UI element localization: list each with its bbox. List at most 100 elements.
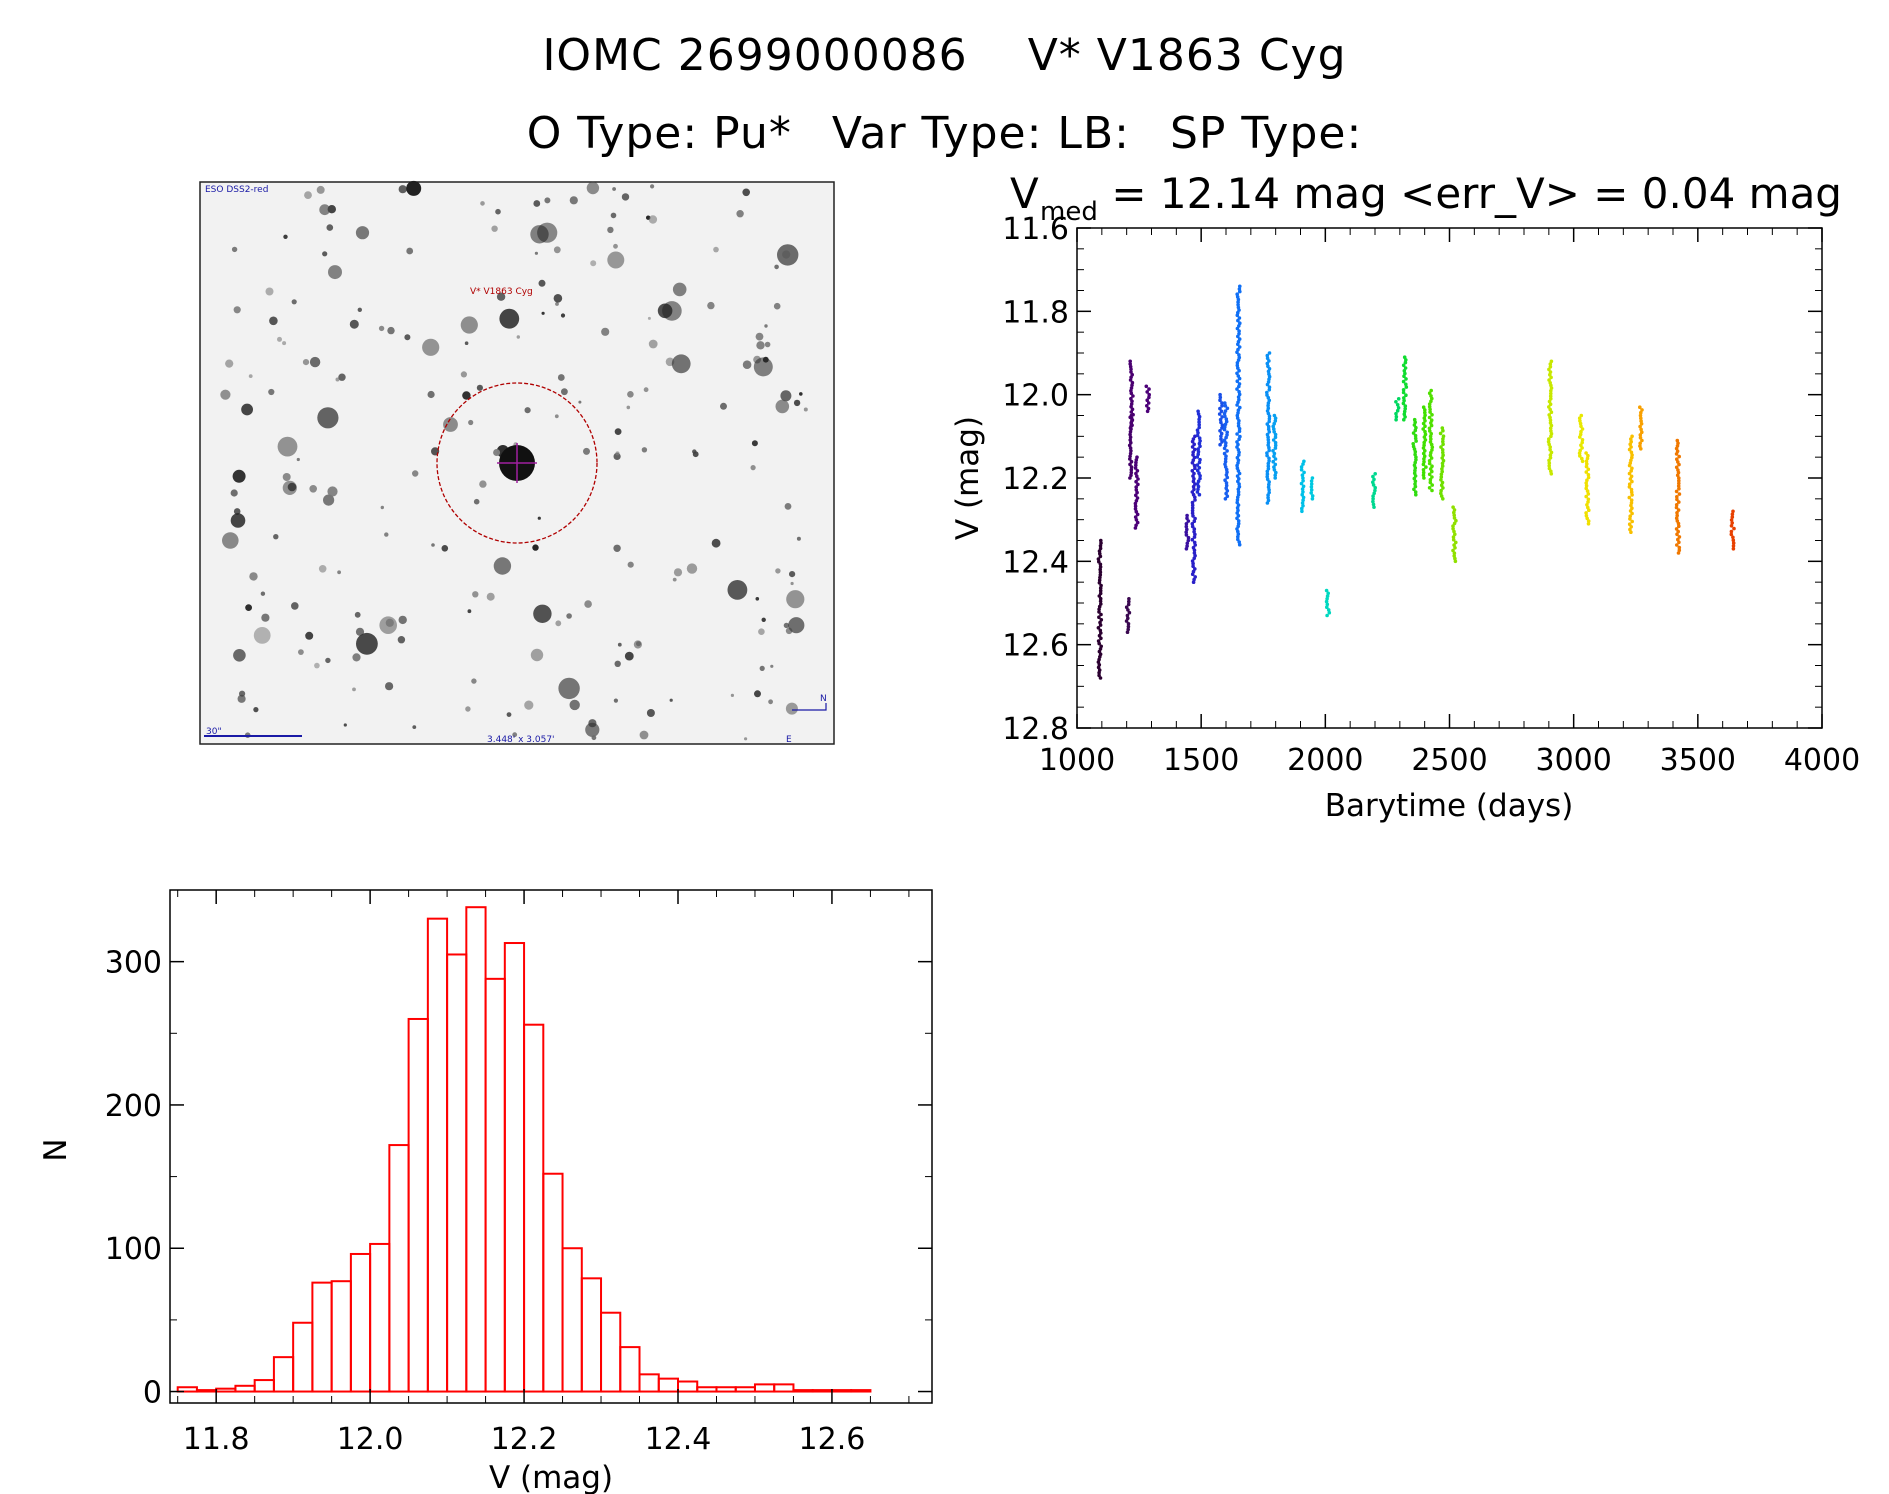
star <box>506 712 512 717</box>
page-title: IOMC 2699000086 V* V1863 Cyg <box>0 30 1889 81</box>
lc-point <box>1638 441 1642 446</box>
star <box>460 316 478 334</box>
hist-bar <box>753 1383 776 1393</box>
lc-title-sub: med <box>1040 197 1098 227</box>
star <box>773 302 781 310</box>
lc-cluster <box>1394 397 1401 422</box>
star <box>385 682 394 691</box>
lc-point <box>1186 538 1191 543</box>
star <box>612 187 616 191</box>
lc-point <box>1126 608 1130 612</box>
star <box>512 732 518 738</box>
lc-point <box>1441 434 1446 439</box>
lc-point <box>1236 297 1241 302</box>
lc-point <box>1147 387 1151 391</box>
lc-point <box>1412 487 1416 492</box>
lc-point <box>1428 410 1432 414</box>
star <box>585 722 600 737</box>
lc-point <box>1134 488 1139 492</box>
lc-point <box>1371 494 1375 498</box>
lc-point <box>1225 475 1230 480</box>
lc-point <box>1452 508 1457 512</box>
hist-xlabel: V (mag) <box>489 1460 613 1494</box>
lc-point <box>1454 540 1458 545</box>
lc-point <box>1128 426 1133 430</box>
star <box>768 699 773 705</box>
lc-point <box>1429 421 1433 425</box>
star <box>349 319 359 329</box>
lc-point <box>1411 442 1415 446</box>
lc-ylabel: V (mag) <box>950 416 986 540</box>
lc-point <box>1184 533 1189 537</box>
lc-point <box>1402 355 1407 360</box>
lc-point <box>1301 484 1306 489</box>
lc-point <box>1549 359 1554 364</box>
lc-point <box>1224 491 1228 496</box>
star <box>785 702 798 715</box>
lc-point <box>1235 371 1239 376</box>
lc-point <box>1580 438 1585 442</box>
lc-point <box>1629 469 1633 473</box>
lc-point <box>1430 413 1434 417</box>
lc-point <box>1267 388 1272 392</box>
hist-bar <box>330 1280 352 1393</box>
lc-point <box>1421 473 1426 478</box>
lc-point <box>1223 422 1228 427</box>
page-subtitle: O Type: Pu* Var Type: LB: SP Type: <box>0 108 1889 159</box>
lc-xtick-label: 3000 <box>1535 743 1611 778</box>
star <box>534 251 539 255</box>
lc-point <box>1638 405 1642 410</box>
lc-title-v: V <box>1010 169 1039 218</box>
lc-point <box>1452 510 1456 515</box>
lc-point <box>1585 489 1590 493</box>
star <box>607 226 614 234</box>
lc-point <box>1676 460 1680 464</box>
lc-point <box>1731 535 1735 540</box>
lc-point <box>1196 484 1201 489</box>
lc-point <box>1235 313 1240 318</box>
lc-point <box>1584 470 1589 474</box>
lc-point <box>1238 284 1242 289</box>
lc-point <box>1674 489 1679 494</box>
star <box>686 563 698 574</box>
lc-point <box>1098 567 1102 572</box>
lc-point <box>1237 437 1241 442</box>
lc-point <box>1235 511 1239 515</box>
lc-point <box>1191 484 1196 489</box>
lc-point <box>1371 480 1375 485</box>
star <box>566 613 572 619</box>
star <box>249 572 258 581</box>
star <box>554 414 559 419</box>
lc-point <box>1453 559 1458 564</box>
star <box>486 592 495 601</box>
lc-point <box>1236 487 1241 492</box>
lc-point <box>1128 454 1132 459</box>
lc-point <box>1630 511 1634 516</box>
lc-point <box>1586 475 1591 480</box>
lc-point <box>1674 503 1679 507</box>
lc-point <box>1372 477 1376 482</box>
star <box>775 568 781 574</box>
star <box>553 294 563 303</box>
lc-point <box>1225 494 1230 499</box>
lc-point <box>1190 439 1195 444</box>
star <box>555 620 562 627</box>
star <box>319 204 331 216</box>
target-circle <box>436 382 598 544</box>
lc-point <box>1266 395 1271 400</box>
lc-point <box>1222 411 1227 416</box>
lc-point <box>1427 472 1432 477</box>
lc-point <box>1310 476 1315 480</box>
lc-point <box>1677 492 1682 496</box>
lc-point <box>1222 427 1227 432</box>
star <box>427 390 435 399</box>
lc-point <box>1238 321 1242 326</box>
lc-point <box>1236 421 1241 426</box>
lc-point <box>1098 575 1102 580</box>
lc-point <box>1585 478 1589 483</box>
lc-point <box>1677 524 1681 528</box>
lc-point <box>1300 509 1304 514</box>
lc-point <box>1547 399 1552 404</box>
star <box>775 399 790 414</box>
lc-xtick-label: 2000 <box>1287 743 1363 778</box>
